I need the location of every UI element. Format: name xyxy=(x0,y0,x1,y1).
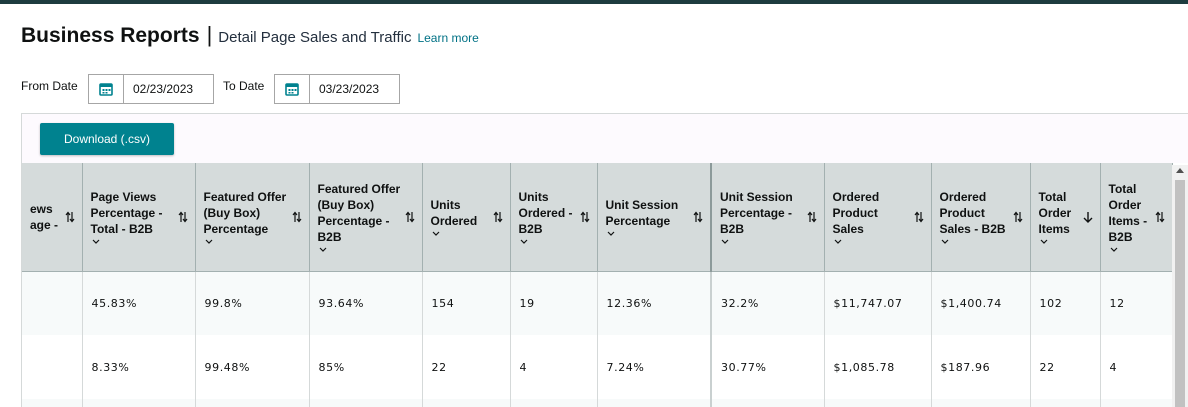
column-header[interactable]: Units Ordered - B2B xyxy=(510,163,598,272)
table-cell: 45.83% xyxy=(82,271,196,335)
table-cell: 12.36% xyxy=(597,271,712,335)
table-cell xyxy=(22,335,83,399)
page-subtitle: Detail Page Sales and Traffic xyxy=(218,29,412,46)
page-header: Business Reports | Detail Page Sales and… xyxy=(21,22,479,50)
download-csv-button[interactable]: Download (.csv) xyxy=(40,123,174,155)
column-header[interactable]: Ordered Product Sales - B2B xyxy=(931,163,1031,272)
table-row: 8.33% 99.48% 85% 22 4 7.24% 30.77% $1,08… xyxy=(22,335,1173,399)
table-row xyxy=(22,399,1173,407)
sort-both-icon[interactable] xyxy=(492,210,504,224)
table-cell: 22 xyxy=(422,335,511,399)
table-row: 45.83% 99.8% 93.64% 154 19 12.36% 32.2% … xyxy=(22,271,1173,335)
column-header-label: Unit Session Percentage xyxy=(605,197,679,228)
table-cell: 30.77% xyxy=(711,335,825,399)
chevron-down-icon[interactable] xyxy=(91,238,101,245)
table-cell: 7.24% xyxy=(597,335,712,399)
to-date-label: To Date xyxy=(223,79,265,93)
table-cell: $1,085.78 xyxy=(824,335,932,399)
chevron-down-icon[interactable] xyxy=(833,238,843,245)
column-header[interactable]: Unit Session Percentage xyxy=(597,163,712,272)
report-table: ews age - Page Views Percentage - Total … xyxy=(22,163,1173,407)
chevron-down-icon[interactable] xyxy=(1039,238,1049,245)
learn-more-link[interactable]: Learn more xyxy=(417,31,479,45)
report-panel: Download (.csv) ews age - Page Views Per… xyxy=(21,113,1188,407)
column-header-label: Page Views Percentage - Total - B2B xyxy=(90,189,163,236)
sort-both-icon[interactable] xyxy=(291,210,303,224)
column-header[interactable]: Unit Session Percentage - B2B xyxy=(711,163,825,272)
table-cell: 22 xyxy=(1030,335,1101,399)
from-date-label: From Date xyxy=(21,79,78,93)
column-header[interactable]: Units Ordered xyxy=(422,163,511,272)
chevron-down-icon[interactable] xyxy=(606,230,616,237)
table-cell: 93.64% xyxy=(309,271,423,335)
chevron-down-icon[interactable] xyxy=(431,230,441,237)
to-date-picker[interactable]: 03/23/2023 xyxy=(274,74,400,104)
chevron-down-icon[interactable] xyxy=(204,238,214,245)
table-header-row: ews age - Page Views Percentage - Total … xyxy=(22,163,1173,272)
table-cell: 154 xyxy=(422,271,511,335)
column-header-label: Total Order Items - B2B xyxy=(1108,181,1148,244)
column-header[interactable]: Featured Offer (Buy Box) Percentage - B2… xyxy=(309,163,423,272)
column-header-label: Total Order Items xyxy=(1038,189,1072,236)
table-cell xyxy=(22,271,83,335)
chevron-down-icon[interactable] xyxy=(940,238,950,245)
table-cell: 4 xyxy=(510,335,598,399)
sort-both-icon[interactable] xyxy=(1154,210,1166,224)
from-date-input[interactable]: 02/23/2023 xyxy=(133,82,194,96)
column-header-label: Units Ordered xyxy=(430,197,478,228)
column-header-label: Featured Offer (Buy Box) Percentage xyxy=(203,189,287,236)
top-accent-bar xyxy=(0,0,1188,4)
sort-both-icon[interactable] xyxy=(64,210,76,224)
table-cell: $11,747.07 xyxy=(824,271,932,335)
chevron-down-icon[interactable] xyxy=(720,238,730,245)
table-cell: 85% xyxy=(309,335,423,399)
sort-both-icon[interactable] xyxy=(177,210,189,224)
column-header-label: Ordered Product Sales - B2B xyxy=(939,189,1006,236)
table-cell: 19 xyxy=(510,271,598,335)
chevron-down-icon[interactable] xyxy=(318,246,328,253)
title-separator: | xyxy=(206,22,213,47)
sort-both-icon[interactable] xyxy=(404,210,416,224)
calendar-icon[interactable] xyxy=(275,75,310,103)
column-header[interactable]: Ordered Product Sales xyxy=(824,163,932,272)
column-header-label: Ordered Product Sales xyxy=(832,189,880,236)
table-cell: 99.8% xyxy=(195,271,310,335)
calendar-icon[interactable] xyxy=(89,75,124,103)
column-header[interactable]: Page Views Percentage - Total - B2B xyxy=(82,163,196,272)
sort-both-icon[interactable] xyxy=(806,210,818,224)
column-header[interactable]: ews age - xyxy=(22,163,83,272)
table-cell: 32.2% xyxy=(711,271,825,335)
sort-both-icon[interactable] xyxy=(913,210,925,224)
table-cell: 99.48% xyxy=(195,335,310,399)
column-header-label: Unit Session Percentage - B2B xyxy=(720,189,793,236)
column-header-label: Featured Offer (Buy Box) Percentage - B2… xyxy=(317,181,401,244)
table-cell: 4 xyxy=(1100,335,1173,399)
sort-both-icon[interactable] xyxy=(1012,210,1024,224)
column-header[interactable]: Featured Offer (Buy Box) Percentage xyxy=(195,163,310,272)
sort-both-icon[interactable] xyxy=(692,210,704,224)
table-cell: 102 xyxy=(1030,271,1101,335)
from-date-picker[interactable]: 02/23/2023 xyxy=(88,74,214,104)
report-toolbar: Download (.csv) xyxy=(22,114,1188,163)
page-title: Business Reports xyxy=(21,24,200,47)
scroll-up-arrow-icon[interactable] xyxy=(1176,168,1184,173)
table-cell: $187.96 xyxy=(931,335,1031,399)
column-header[interactable]: Total Order Items xyxy=(1030,163,1101,272)
column-header[interactable]: Total Order Items - B2B xyxy=(1100,163,1173,272)
chevron-down-icon[interactable] xyxy=(519,238,529,245)
table-cell: 8.33% xyxy=(82,335,196,399)
table-cell: 12 xyxy=(1100,271,1173,335)
sort-down-icon[interactable] xyxy=(1082,210,1094,224)
column-header-label: Units Ordered - B2B xyxy=(518,189,573,236)
sort-both-icon[interactable] xyxy=(579,210,591,224)
to-date-input[interactable]: 03/23/2023 xyxy=(319,82,380,96)
column-header-label: ews age - xyxy=(30,201,59,232)
chevron-down-icon[interactable] xyxy=(1109,246,1119,253)
scrollbar-thumb[interactable] xyxy=(1175,180,1185,407)
table-cell: $1,400.74 xyxy=(931,271,1031,335)
